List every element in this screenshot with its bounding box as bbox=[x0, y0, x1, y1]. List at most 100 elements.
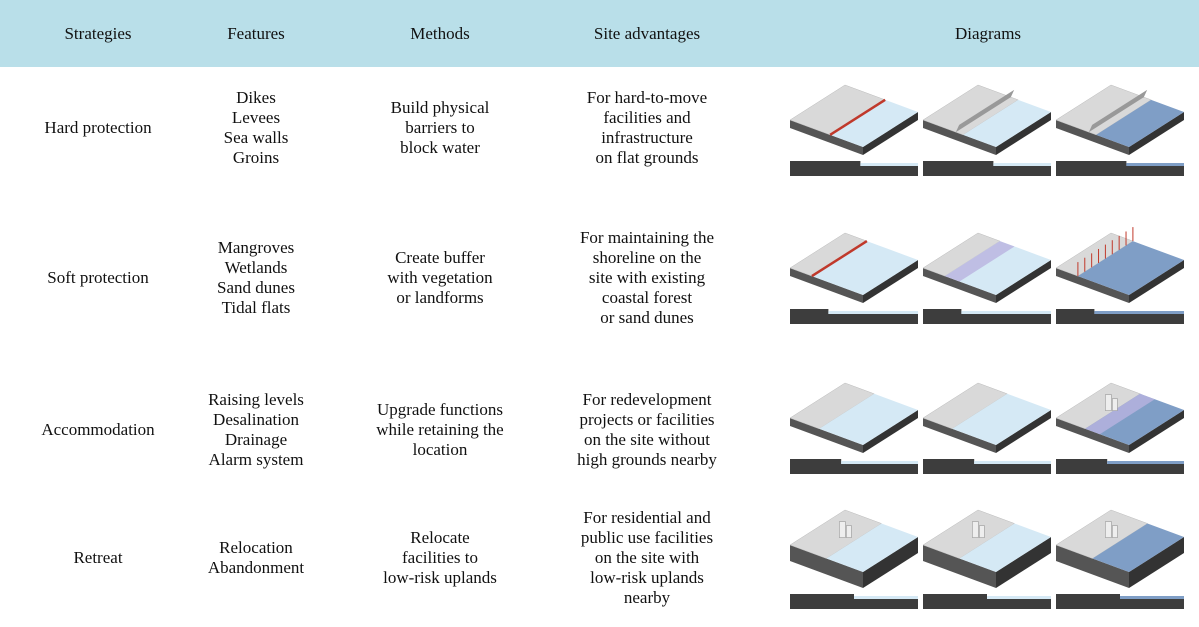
header-cell: Features bbox=[227, 24, 285, 44]
text-line: on the site without bbox=[583, 430, 711, 449]
block-side bbox=[923, 545, 996, 588]
section-land bbox=[923, 459, 975, 464]
text-line: Desalination bbox=[213, 410, 299, 429]
section-water bbox=[1094, 311, 1184, 314]
header-cell: Diagrams bbox=[955, 24, 1021, 44]
advantages-cell: For maintaining the shoreline on the site … bbox=[580, 228, 714, 328]
building bbox=[839, 521, 846, 538]
buffer bbox=[944, 241, 1015, 282]
section-water bbox=[1126, 163, 1184, 166]
text-line: facilities to bbox=[401, 548, 479, 567]
section-base bbox=[923, 166, 1051, 176]
barrier bbox=[829, 98, 886, 136]
building bbox=[1112, 398, 1118, 411]
text-line: site with existing bbox=[588, 268, 706, 287]
block-side bbox=[1129, 260, 1184, 303]
text-line: barriers to bbox=[405, 118, 475, 137]
section-water bbox=[1120, 596, 1184, 599]
text-line: Mangroves bbox=[217, 238, 295, 257]
strategy-cell: Accommodation bbox=[41, 420, 154, 440]
methods-cell: Create buffer with vegetation or landforms bbox=[387, 248, 492, 308]
section-water bbox=[860, 163, 918, 166]
text-line: block water bbox=[400, 138, 480, 157]
block-side bbox=[863, 112, 918, 155]
text-line: Retreat bbox=[73, 548, 123, 567]
text-line: Tidal flats bbox=[221, 298, 291, 317]
text-line: Strategies bbox=[64, 24, 132, 43]
text-line: Hard protection bbox=[44, 118, 152, 137]
features-cell: Relocation Abandonment bbox=[208, 538, 304, 578]
features-cell: Dikes Levees Sea walls Groins bbox=[224, 88, 289, 168]
text-line: Relocate bbox=[410, 528, 470, 547]
text-line: Site advantages bbox=[593, 24, 701, 43]
water bbox=[811, 241, 918, 295]
block-side bbox=[790, 120, 863, 155]
block-side bbox=[863, 410, 918, 453]
section-water bbox=[854, 596, 918, 599]
text-line: or landforms bbox=[396, 288, 484, 307]
header-cell: Strategies bbox=[64, 24, 131, 44]
text-line: on flat grounds bbox=[595, 148, 699, 167]
building bbox=[846, 525, 852, 538]
text-line: while retaining the bbox=[376, 420, 504, 439]
methods-cell: Build physical barriers to block water bbox=[391, 98, 490, 158]
methods-cell: Upgrade functions while retaining the loca… bbox=[376, 400, 503, 460]
section-land bbox=[923, 594, 987, 599]
section-land bbox=[1056, 161, 1127, 166]
block-side bbox=[996, 112, 1051, 155]
block-side bbox=[996, 260, 1051, 303]
section-base bbox=[923, 314, 1051, 324]
section-base bbox=[1056, 599, 1184, 609]
text-line: coastal forest bbox=[601, 288, 693, 307]
advantages-cell: For residential and public use facilities… bbox=[581, 508, 713, 608]
text-line: For hard-to-move bbox=[586, 88, 708, 107]
text-line: Drainage bbox=[224, 430, 288, 449]
advantages-cell: For redevelopment projects or facilities o… bbox=[577, 390, 717, 470]
water bbox=[830, 99, 918, 147]
block-side bbox=[923, 418, 996, 453]
text-line: Groins bbox=[232, 148, 280, 167]
text-line: Dikes bbox=[236, 88, 276, 107]
block-side bbox=[1056, 545, 1129, 588]
text-line: Alarm system bbox=[208, 450, 304, 469]
barrier bbox=[811, 240, 868, 278]
building bbox=[1105, 521, 1112, 538]
text-line: Sea walls bbox=[223, 128, 289, 147]
text-line: high grounds nearby bbox=[577, 450, 717, 469]
features-cell: Raising levels Desalination Drainage Alarm … bbox=[208, 390, 304, 470]
section-land bbox=[790, 309, 829, 314]
section-land bbox=[1056, 309, 1095, 314]
text-line: Build physical bbox=[390, 98, 490, 117]
section-land bbox=[1056, 459, 1108, 464]
section-water bbox=[974, 461, 1051, 464]
text-line: on the site with bbox=[594, 548, 700, 567]
block-side bbox=[863, 260, 918, 303]
buffer bbox=[1085, 393, 1155, 435]
features-cell: Mangroves Wetlands Sand dunes Tidal flats bbox=[217, 238, 295, 318]
methods-cell: Relocate facilities to low-risk uplands bbox=[383, 528, 497, 588]
text-line: Relocation bbox=[219, 538, 293, 557]
block-side bbox=[923, 120, 996, 155]
section-base bbox=[790, 166, 918, 176]
text-line: Upgrade functions bbox=[376, 400, 504, 419]
text-line: For residential and bbox=[583, 508, 711, 527]
text-line: Abandonment bbox=[207, 558, 305, 577]
block-side bbox=[1056, 418, 1129, 453]
text-line: Soft protection bbox=[47, 268, 149, 287]
text-line: nearby bbox=[623, 588, 671, 607]
block-side bbox=[1129, 537, 1184, 588]
text-line: shoreline on the bbox=[592, 248, 702, 267]
block-side bbox=[923, 268, 996, 303]
text-line: Wetlands bbox=[224, 258, 288, 277]
water bbox=[952, 393, 1051, 445]
text-line: public use facilities bbox=[580, 528, 714, 547]
section-water bbox=[961, 311, 1051, 314]
section-land bbox=[790, 161, 861, 166]
section-land bbox=[790, 594, 854, 599]
ridge bbox=[1088, 89, 1148, 133]
section-base bbox=[923, 464, 1051, 474]
text-line: Raising levels bbox=[208, 390, 304, 409]
water bbox=[959, 523, 1051, 572]
water bbox=[819, 393, 918, 445]
water bbox=[1077, 241, 1184, 295]
